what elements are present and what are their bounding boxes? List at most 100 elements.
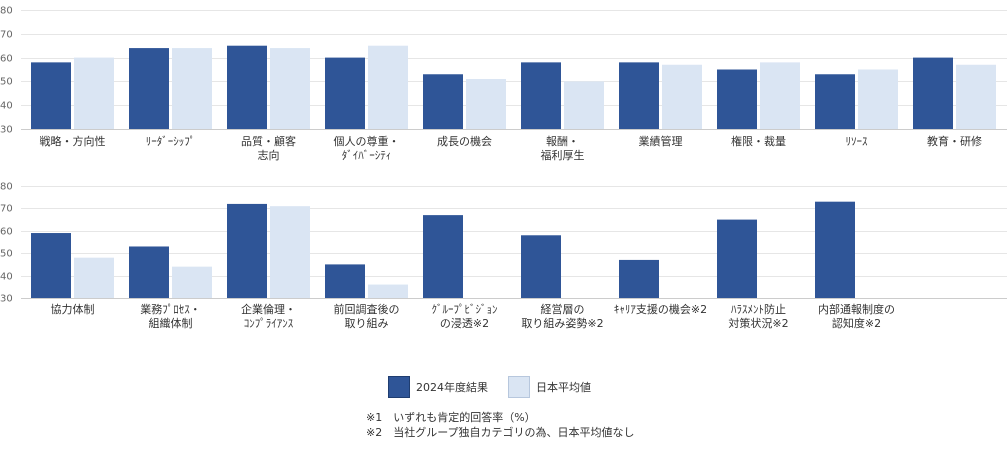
bar-2024 (521, 62, 561, 129)
bar-2024 (325, 57, 365, 129)
y-tick-label: 70 (0, 30, 13, 41)
category-label-line: 経営層の (541, 302, 585, 316)
bar-2024 (913, 57, 953, 129)
category-label-line: 協力体制 (51, 302, 95, 316)
bar-japan (858, 69, 898, 129)
category-label-line: 認知度※2 (832, 316, 881, 330)
bar-2024 (129, 246, 169, 298)
bar-2024 (227, 45, 267, 130)
category-label: ｸﾞﾙｰﾌﾟﾋﾞｼﾞｮﾝの浸透※2 (432, 303, 498, 330)
legend-swatch-2024 (388, 376, 410, 398)
category-label-line: ｸﾞﾙｰﾌﾟﾋﾞｼﾞｮﾝ (432, 303, 498, 316)
footnote-2: ※2 当社グループ独自カテゴリの為、日本平均値なし (366, 426, 635, 439)
category-label: 業績管理 (639, 134, 683, 148)
chart-1: 30 40 50 60 70 80 戦略・方向性 ﾘｰﾀﾞｰｼｯﾌﾟ 品質・顧客志向 個人の尊重・… (0, 6, 1007, 162)
category-label: 企業倫理・ｺﾝﾌﾟﾗｲｱﾝｽ (241, 302, 296, 330)
bar-japan (368, 45, 408, 130)
category-label: 成長の機会 (437, 134, 492, 148)
bar-japan (172, 266, 212, 298)
category-label-line: 内部通報制度の (818, 302, 895, 316)
category-label-line: ﾀﾞｲﾊﾞｰｼﾃｨ (342, 149, 392, 162)
bar-2024 (423, 74, 463, 129)
legend-label-2024: 2024年度結果 (416, 381, 488, 394)
category-label: ｷｬﾘｱ支援の機会※2 (614, 302, 707, 316)
bar-2024 (717, 219, 757, 298)
category-label: ﾘｿｰｽ (846, 135, 868, 148)
category-label-line: 権限・裁量 (731, 134, 786, 148)
category-label: 経営層の取り組み姿勢※2 (521, 302, 603, 330)
category-label: 協力体制 (51, 302, 95, 316)
bar-2024 (619, 259, 659, 298)
category-label-line: 福利厚生 (541, 148, 585, 162)
bar-2024 (129, 48, 169, 129)
bar-2024 (521, 235, 561, 298)
y-tick-label: 50 (0, 249, 13, 260)
category-label-line: 組織体制 (149, 316, 193, 330)
category-label: 報酬・福利厚生 (541, 135, 585, 162)
category-label-line: ｺﾝﾌﾟﾗｲｱﾝｽ (244, 317, 294, 330)
category-label-line: 企業倫理・ (241, 302, 296, 316)
category-label: 権限・裁量 (731, 134, 786, 148)
footnotes: ※1 いずれも肯定的回答率（%） ※2 当社グループ独自カテゴリの為、日本平均値… (366, 410, 635, 440)
category-label-line: 業績管理 (639, 134, 683, 148)
category-label-line: 品質・顧客 (241, 134, 296, 148)
chart-2: 30 40 50 60 70 80 協力体制 業務ﾌﾟﾛｾｽ・組織体制 企業倫理・ｺﾝﾌﾟﾗｲｱ… (0, 182, 1007, 330)
legend-item-japan: 日本平均値 (508, 376, 591, 398)
legend-swatch-japan (508, 376, 530, 398)
category-label-line: 戦略・方向性 (40, 134, 106, 148)
category-label: 教育・研修 (927, 134, 982, 148)
category-label-line: 報酬・ (546, 135, 579, 148)
legend-item-2024: 2024年度結果 (388, 376, 488, 398)
bar-japan (368, 284, 408, 298)
y-tick-label: 40 (0, 101, 13, 112)
y-tick-label: 70 (0, 204, 13, 215)
category-label-line: 業務ﾌﾟﾛｾｽ・ (140, 302, 201, 316)
category-label-line: 取り組み姿勢※2 (521, 316, 603, 330)
category-label-line: ﾊﾗｽﾒﾝﾄ防止 (731, 302, 786, 316)
bar-2024 (815, 201, 855, 298)
bar-japan (270, 48, 310, 129)
category-label-line: の浸透※2 (440, 317, 489, 330)
y-tick-label: 80 (0, 6, 13, 17)
category-label-line: ﾘｿｰｽ (846, 135, 868, 148)
bar-2024 (227, 203, 267, 298)
category-label-line: 前回調査後の (334, 302, 400, 316)
bar-japan (172, 48, 212, 129)
category-label: ﾊﾗｽﾒﾝﾄ防止対策状況※2 (728, 302, 788, 330)
category-label: 個人の尊重・ﾀﾞｲﾊﾞｰｼﾃｨ (334, 134, 400, 162)
bar-japan (466, 79, 506, 129)
category-label: 業務ﾌﾟﾛｾｽ・組織体制 (140, 302, 201, 330)
bar-2024 (31, 233, 71, 298)
bar-japan (74, 57, 114, 129)
category-label-line: 個人の尊重・ (334, 134, 400, 148)
bar-2024 (619, 62, 659, 129)
footnote-1: ※1 いずれも肯定的回答率（%） (366, 411, 536, 424)
y-tick-label: 60 (0, 54, 13, 65)
y-tick-label: 30 (0, 125, 13, 136)
category-label-line: ﾘｰﾀﾞｰｼｯﾌﾟ (146, 135, 196, 148)
category-label-line: 取り組み (345, 317, 389, 330)
bar-japan (662, 64, 702, 129)
y-tick-label: 80 (0, 182, 13, 193)
bar-japan (564, 81, 604, 129)
category-label: 前回調査後の取り組み (334, 302, 400, 330)
bar-2024 (31, 62, 71, 129)
category-label: ﾘｰﾀﾞｰｼｯﾌﾟ (146, 135, 196, 148)
category-label-line: 成長の機会 (437, 134, 492, 148)
legend-label-japan: 日本平均値 (536, 381, 591, 394)
bar-japan (74, 257, 114, 298)
bar-2024 (423, 215, 463, 298)
category-label: 戦略・方向性 (40, 134, 106, 148)
y-tick-label: 30 (0, 294, 13, 305)
category-label-line: 教育・研修 (927, 134, 982, 148)
category-label-line: ｷｬﾘｱ支援の機会※2 (614, 302, 707, 316)
y-tick-label: 60 (0, 227, 13, 238)
y-tick-label: 40 (0, 272, 13, 283)
chart-area: 30 40 50 60 70 80 戦略・方向性 ﾘｰﾀﾞｰｼｯﾌﾟ 品質・顧客志向 個人の尊重・… (0, 6, 1007, 330)
bar-2024 (325, 264, 365, 298)
bar-japan (270, 206, 310, 298)
bar-japan (956, 64, 996, 129)
bar-2024 (815, 74, 855, 129)
legend: 2024年度結果 日本平均値 (388, 376, 611, 398)
category-label: 品質・顧客志向 (241, 134, 296, 162)
